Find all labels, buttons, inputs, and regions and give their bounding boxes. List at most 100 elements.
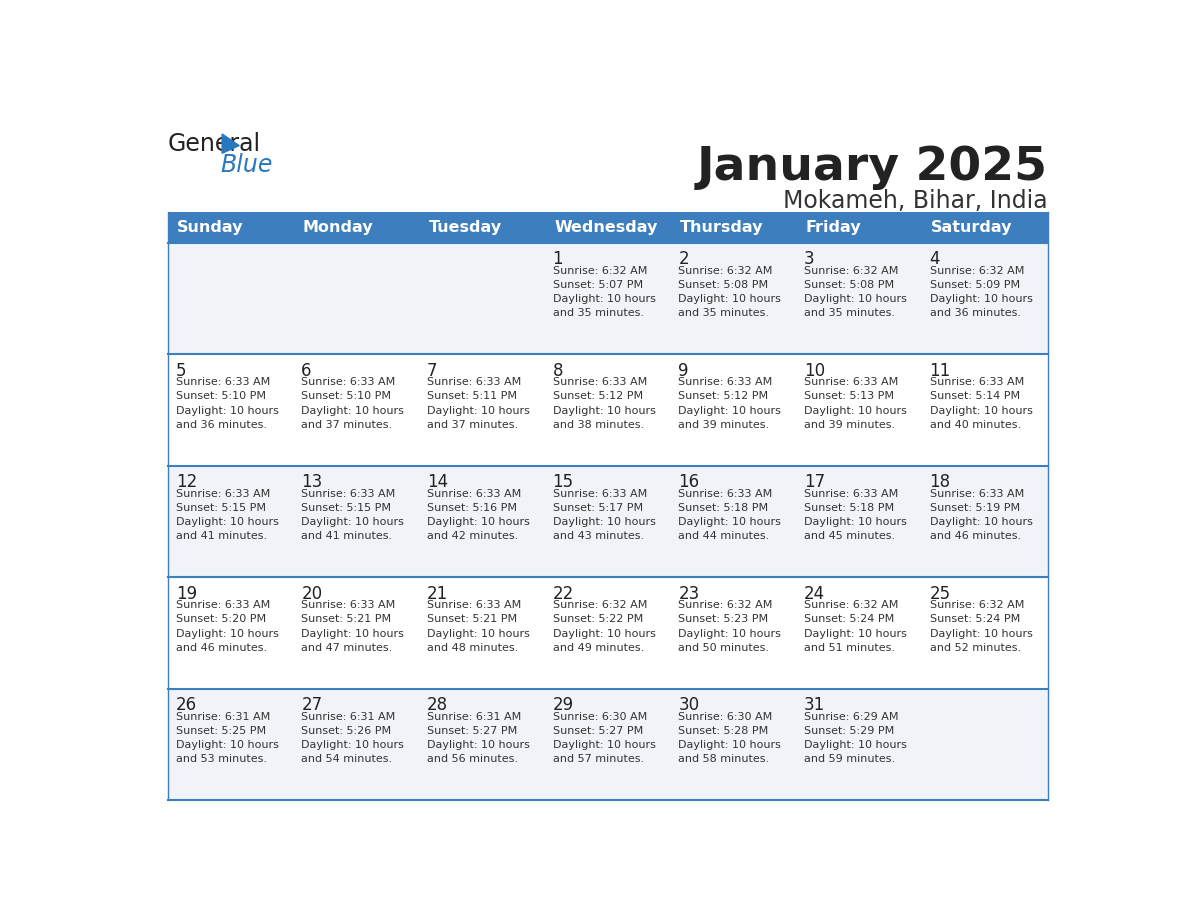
Text: Daylight: 10 hours: Daylight: 10 hours (678, 406, 782, 416)
Text: Sunset: 5:28 PM: Sunset: 5:28 PM (678, 726, 769, 736)
Text: 31: 31 (804, 696, 826, 714)
Text: Sunset: 5:17 PM: Sunset: 5:17 PM (552, 503, 643, 513)
Text: Sunset: 5:12 PM: Sunset: 5:12 PM (678, 391, 769, 401)
Text: Daylight: 10 hours: Daylight: 10 hours (552, 406, 656, 416)
Text: Sunset: 5:13 PM: Sunset: 5:13 PM (804, 391, 893, 401)
Text: 16: 16 (678, 474, 700, 491)
Text: Daylight: 10 hours: Daylight: 10 hours (929, 517, 1032, 527)
Text: Sunset: 5:21 PM: Sunset: 5:21 PM (302, 614, 391, 624)
Text: Sunrise: 6:33 AM: Sunrise: 6:33 AM (176, 377, 270, 387)
Text: Sunrise: 6:33 AM: Sunrise: 6:33 AM (678, 377, 772, 387)
Text: Sunrise: 6:33 AM: Sunrise: 6:33 AM (804, 488, 898, 498)
Text: 13: 13 (302, 474, 322, 491)
Text: Daylight: 10 hours: Daylight: 10 hours (552, 294, 656, 304)
Text: and 54 minutes.: and 54 minutes. (302, 755, 392, 765)
Text: 30: 30 (678, 696, 700, 714)
Text: Daylight: 10 hours: Daylight: 10 hours (804, 406, 906, 416)
Text: Sunset: 5:27 PM: Sunset: 5:27 PM (552, 726, 643, 736)
Text: Sunrise: 6:30 AM: Sunrise: 6:30 AM (678, 711, 772, 722)
Text: Daylight: 10 hours: Daylight: 10 hours (426, 740, 530, 750)
Text: Sunrise: 6:33 AM: Sunrise: 6:33 AM (678, 488, 772, 498)
Text: Daylight: 10 hours: Daylight: 10 hours (552, 517, 656, 527)
Text: and 56 minutes.: and 56 minutes. (426, 755, 518, 765)
Text: Daylight: 10 hours: Daylight: 10 hours (804, 517, 906, 527)
Text: Friday: Friday (805, 219, 861, 235)
Text: Sunset: 5:15 PM: Sunset: 5:15 PM (176, 503, 266, 513)
Text: and 36 minutes.: and 36 minutes. (929, 308, 1020, 319)
Polygon shape (222, 134, 239, 153)
Text: Sunset: 5:20 PM: Sunset: 5:20 PM (176, 614, 266, 624)
Text: 24: 24 (804, 585, 824, 603)
Text: Sunrise: 6:32 AM: Sunrise: 6:32 AM (552, 265, 647, 275)
Text: and 58 minutes.: and 58 minutes. (678, 755, 770, 765)
Text: Sunrise: 6:32 AM: Sunrise: 6:32 AM (552, 600, 647, 610)
Text: Sunday: Sunday (177, 219, 244, 235)
Text: Sunrise: 6:31 AM: Sunrise: 6:31 AM (426, 711, 522, 722)
Text: 28: 28 (426, 696, 448, 714)
Text: Sunset: 5:08 PM: Sunset: 5:08 PM (678, 280, 769, 290)
Text: Sunset: 5:08 PM: Sunset: 5:08 PM (804, 280, 895, 290)
Text: and 53 minutes.: and 53 minutes. (176, 755, 266, 765)
Text: Sunset: 5:12 PM: Sunset: 5:12 PM (552, 391, 643, 401)
Text: and 49 minutes.: and 49 minutes. (552, 643, 644, 653)
Text: 5: 5 (176, 362, 187, 380)
Text: Sunrise: 6:32 AM: Sunrise: 6:32 AM (678, 600, 772, 610)
Text: 8: 8 (552, 362, 563, 380)
Text: and 41 minutes.: and 41 minutes. (302, 532, 392, 542)
Text: Sunrise: 6:33 AM: Sunrise: 6:33 AM (426, 377, 522, 387)
Text: 25: 25 (929, 585, 950, 603)
Text: Daylight: 10 hours: Daylight: 10 hours (804, 294, 906, 304)
Text: Sunrise: 6:33 AM: Sunrise: 6:33 AM (302, 488, 396, 498)
Text: Daylight: 10 hours: Daylight: 10 hours (426, 629, 530, 639)
Text: Sunset: 5:07 PM: Sunset: 5:07 PM (552, 280, 643, 290)
Text: 17: 17 (804, 474, 824, 491)
Text: Sunset: 5:18 PM: Sunset: 5:18 PM (804, 503, 895, 513)
Text: Sunset: 5:10 PM: Sunset: 5:10 PM (302, 391, 391, 401)
Text: and 57 minutes.: and 57 minutes. (552, 755, 644, 765)
Text: Daylight: 10 hours: Daylight: 10 hours (426, 406, 530, 416)
Text: and 48 minutes.: and 48 minutes. (426, 643, 518, 653)
Text: Sunset: 5:14 PM: Sunset: 5:14 PM (929, 391, 1019, 401)
Text: 10: 10 (804, 362, 824, 380)
Text: 2: 2 (678, 251, 689, 268)
Text: Sunrise: 6:32 AM: Sunrise: 6:32 AM (929, 265, 1024, 275)
Text: Sunset: 5:10 PM: Sunset: 5:10 PM (176, 391, 266, 401)
Text: Sunrise: 6:32 AM: Sunrise: 6:32 AM (929, 600, 1024, 610)
Text: Daylight: 10 hours: Daylight: 10 hours (678, 294, 782, 304)
FancyBboxPatch shape (168, 354, 1048, 465)
Text: and 39 minutes.: and 39 minutes. (804, 420, 895, 430)
Text: and 45 minutes.: and 45 minutes. (804, 532, 895, 542)
Text: Sunrise: 6:33 AM: Sunrise: 6:33 AM (302, 377, 396, 387)
Text: Daylight: 10 hours: Daylight: 10 hours (302, 740, 404, 750)
Text: 22: 22 (552, 585, 574, 603)
Text: Sunset: 5:09 PM: Sunset: 5:09 PM (929, 280, 1019, 290)
Text: Daylight: 10 hours: Daylight: 10 hours (426, 517, 530, 527)
Text: Sunrise: 6:29 AM: Sunrise: 6:29 AM (804, 711, 898, 722)
Text: Sunrise: 6:33 AM: Sunrise: 6:33 AM (552, 488, 646, 498)
Text: Sunset: 5:16 PM: Sunset: 5:16 PM (426, 503, 517, 513)
Text: 3: 3 (804, 251, 815, 268)
Text: Sunrise: 6:31 AM: Sunrise: 6:31 AM (302, 711, 396, 722)
Text: and 42 minutes.: and 42 minutes. (426, 532, 518, 542)
Text: Saturday: Saturday (931, 219, 1012, 235)
Text: and 37 minutes.: and 37 minutes. (426, 420, 518, 430)
Text: Sunset: 5:21 PM: Sunset: 5:21 PM (426, 614, 517, 624)
Text: and 46 minutes.: and 46 minutes. (929, 532, 1020, 542)
Text: Daylight: 10 hours: Daylight: 10 hours (302, 629, 404, 639)
Text: 6: 6 (302, 362, 311, 380)
Text: 23: 23 (678, 585, 700, 603)
Text: Sunset: 5:15 PM: Sunset: 5:15 PM (302, 503, 391, 513)
Text: 27: 27 (302, 696, 322, 714)
Text: 15: 15 (552, 474, 574, 491)
FancyBboxPatch shape (168, 212, 1048, 242)
Text: January 2025: January 2025 (696, 145, 1048, 190)
Text: and 35 minutes.: and 35 minutes. (804, 308, 895, 319)
Text: Daylight: 10 hours: Daylight: 10 hours (678, 740, 782, 750)
Text: Daylight: 10 hours: Daylight: 10 hours (678, 517, 782, 527)
Text: and 43 minutes.: and 43 minutes. (552, 532, 644, 542)
Text: and 52 minutes.: and 52 minutes. (929, 643, 1020, 653)
Text: and 37 minutes.: and 37 minutes. (302, 420, 392, 430)
Text: Sunset: 5:19 PM: Sunset: 5:19 PM (929, 503, 1019, 513)
Text: Tuesday: Tuesday (429, 219, 501, 235)
Text: 11: 11 (929, 362, 950, 380)
